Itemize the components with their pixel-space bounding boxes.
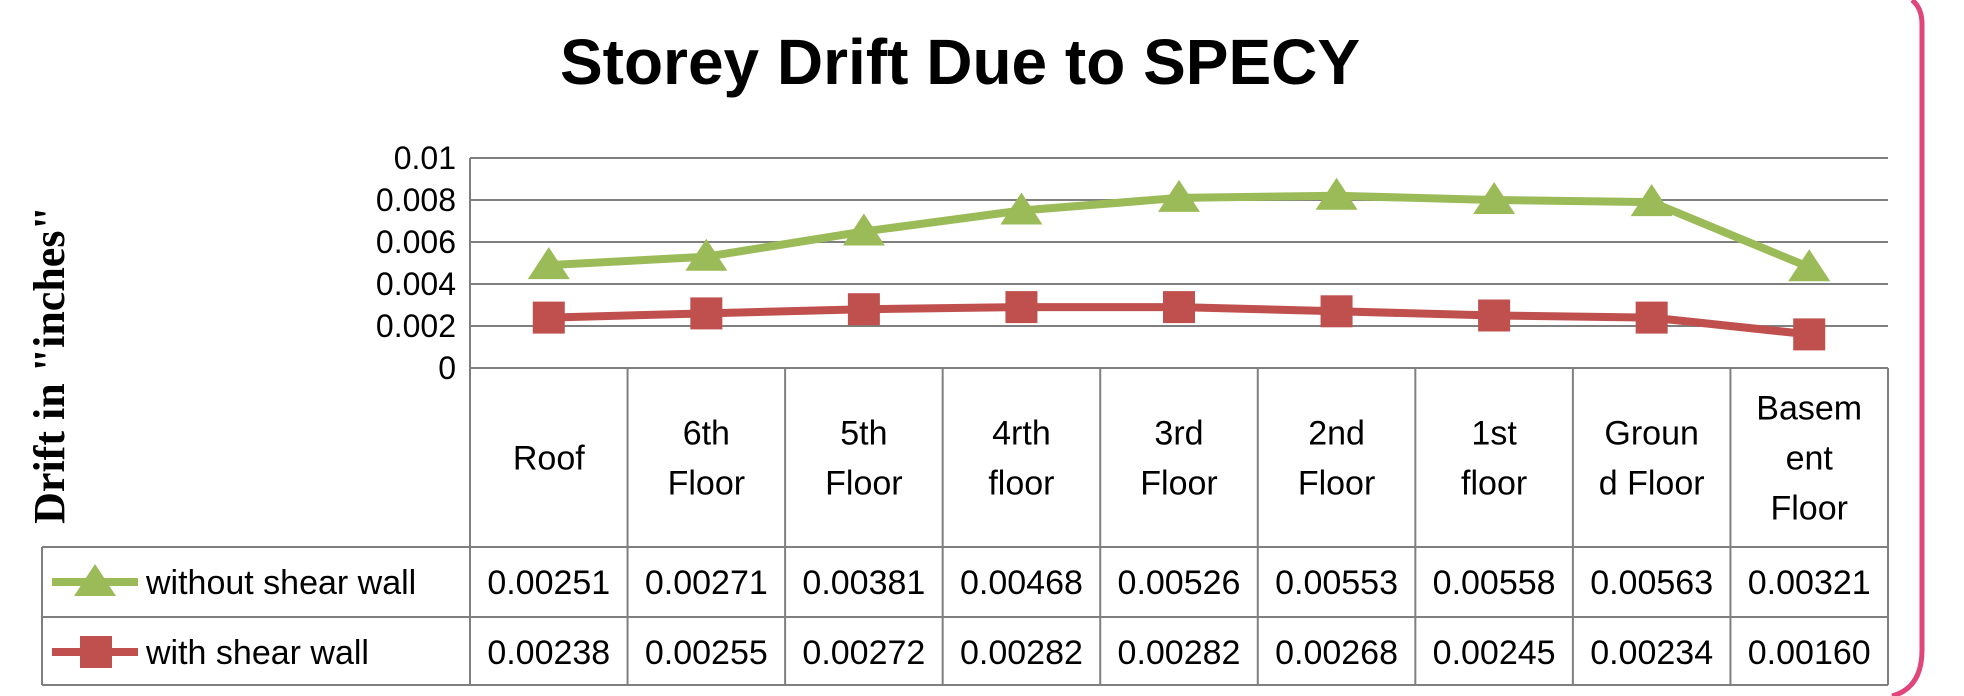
x-category-label-line: 5th — [840, 415, 887, 453]
data-point-square — [1793, 318, 1826, 351]
x-category-label: 2nd Floor — [1298, 415, 1375, 503]
data-point-triangle — [1788, 249, 1831, 282]
x-category-label-line: Basem — [1756, 390, 1862, 428]
table-cell: 0.00553 — [1275, 564, 1398, 602]
y-tick-label: 0.002 — [376, 308, 456, 344]
x-category-label-line: 1st — [1471, 415, 1517, 453]
x-category-label-line: Floor — [1140, 465, 1217, 503]
table-cell: 0.00526 — [1118, 564, 1241, 602]
x-category-label-line: Groun — [1604, 415, 1699, 453]
y-axis-ticks: 0 0.002 0.004 0.006 0.008 0.01 — [376, 140, 456, 386]
x-category-label: Groun d Floor — [1599, 415, 1705, 503]
x-category-label-line: Floor — [1298, 465, 1375, 503]
y-tick-label: 0.008 — [376, 182, 456, 218]
table-cell: 0.00268 — [1275, 634, 1398, 672]
table-cell: 0.00245 — [1433, 634, 1556, 672]
x-category-label-line: floor — [1461, 465, 1527, 503]
y-tick-label: 0.006 — [376, 224, 456, 260]
data-point-triangle — [1473, 182, 1516, 214]
x-category-label-line: ent — [1786, 440, 1834, 478]
x-category-label-line: Floor — [825, 465, 902, 503]
x-category-label-line: 2nd — [1308, 415, 1365, 453]
x-category-label-line: 6th — [683, 415, 730, 453]
data-point-square — [1005, 291, 1038, 324]
chart-title: Storey Drift Due to SPECY — [560, 26, 1360, 98]
y-tick-label: 0 — [438, 350, 456, 386]
data-point-square — [1478, 299, 1511, 332]
legend-label: without shear wall — [145, 564, 416, 602]
x-category-label: 5th Floor — [825, 415, 902, 503]
table-cell: 0.00468 — [960, 564, 1083, 602]
x-category-label: 3rd Floor — [1140, 415, 1217, 503]
y-tick-label: 0.01 — [394, 140, 456, 176]
data-point-triangle — [1315, 177, 1358, 210]
table-cell: 0.00282 — [960, 634, 1083, 672]
table-cell: 0.00238 — [487, 634, 610, 672]
data-point-triangle — [1000, 192, 1043, 225]
data-point-square — [1320, 295, 1353, 328]
series-plot — [527, 177, 1831, 351]
legend-triangle-marker — [74, 564, 116, 596]
legend-square-marker — [80, 636, 112, 668]
y-axis-label: Drift in "inches" — [25, 206, 74, 524]
data-point-square — [690, 297, 723, 330]
data-point-triangle — [527, 247, 570, 280]
x-category-label-line: Floor — [1770, 490, 1847, 528]
card-border — [1891, 0, 1925, 696]
data-point-triangle — [842, 213, 885, 246]
table-cell: 0.00160 — [1748, 634, 1871, 672]
data-point-square — [1635, 301, 1668, 334]
x-category-label-line: floor — [988, 465, 1054, 503]
x-category-label-line: Floor — [668, 465, 745, 503]
data-point-square — [1163, 291, 1195, 324]
x-category-label: 4rth floor — [988, 415, 1054, 503]
data-point-triangle — [1158, 179, 1200, 212]
x-category-label: Basem ent Floor — [1756, 390, 1862, 528]
y-tick-label: 0.004 — [376, 266, 456, 302]
table-cell: 0.00234 — [1590, 634, 1713, 672]
table-cell: 0.00381 — [802, 564, 925, 602]
table-cell: 0.00272 — [802, 634, 925, 672]
x-category-label-line: 4rth — [992, 415, 1051, 453]
table-cell: 0.00321 — [1748, 564, 1871, 602]
x-category-label: Roof — [513, 440, 585, 478]
legend-label: with shear wall — [145, 634, 369, 672]
table-cell: 0.00251 — [487, 564, 610, 602]
x-category-label-line: d Floor — [1599, 465, 1705, 503]
x-category-label-line: 3rd — [1154, 415, 1203, 453]
table-cell: 0.00255 — [645, 634, 768, 672]
data-point-square — [847, 293, 880, 326]
table-cell: 0.00563 — [1590, 564, 1713, 602]
table-cell: 0.00282 — [1118, 634, 1241, 672]
x-category-label: 1st floor — [1461, 415, 1527, 503]
x-category-label-line: Roof — [513, 440, 585, 478]
table-cell: 0.00271 — [645, 564, 768, 602]
data-point-square — [532, 301, 565, 334]
data-point-triangle — [1630, 184, 1673, 217]
x-category-label: 6th Floor — [668, 415, 745, 503]
data-point-triangle — [685, 238, 728, 271]
table-cell: 0.00558 — [1433, 564, 1556, 602]
